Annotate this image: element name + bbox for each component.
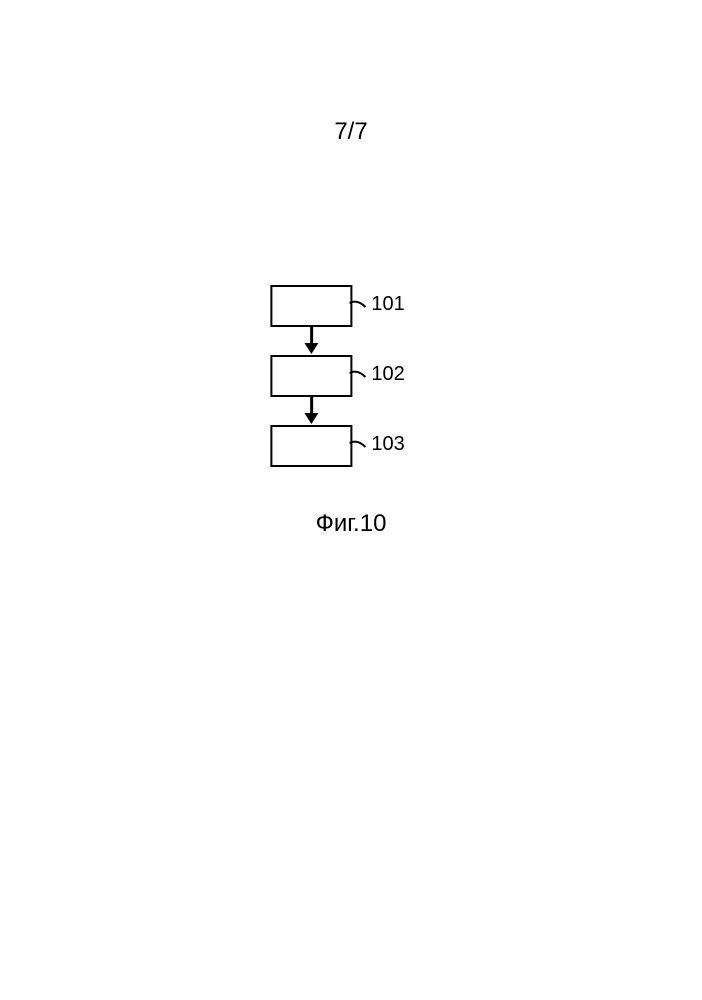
flow-node-1 [270,285,352,327]
node-label-2: 102 [371,363,404,386]
figure-caption: Фиг.10 [316,510,387,538]
label-connector-3 [349,439,367,453]
node-label-3: 103 [371,433,404,456]
node-label-1: 101 [371,293,404,316]
page-number: 7/7 [334,118,367,146]
flow-node-2 [270,355,352,397]
flow-arrowhead-2 [304,413,318,424]
flow-node-3 [270,425,352,467]
label-connector-1 [349,299,367,313]
flow-arrow-1 [310,326,313,344]
flow-arrow-2 [310,396,313,414]
flow-arrowhead-1 [304,343,318,354]
label-connector-2 [349,369,367,383]
